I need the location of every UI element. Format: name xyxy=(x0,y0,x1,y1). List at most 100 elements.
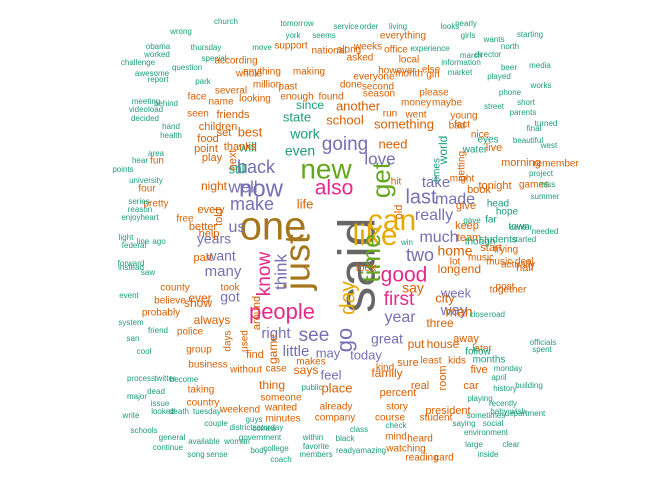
cloud-word: love xyxy=(364,149,395,168)
cloud-word: support xyxy=(274,41,308,52)
cloud-word: help xyxy=(199,228,220,240)
cloud-word: social xyxy=(483,419,504,428)
cloud-word: head xyxy=(487,199,509,210)
cloud-word: least xyxy=(420,356,441,367)
cloud-word: tomorrow xyxy=(280,19,314,28)
cloud-word: media xyxy=(529,61,551,70)
cloud-word: us xyxy=(229,219,246,236)
cloud-word: made xyxy=(435,191,475,208)
cloud-word: local xyxy=(399,55,420,66)
cloud-word: pretty xyxy=(143,199,168,210)
cloud-word: school xyxy=(326,112,364,127)
cloud-word: company xyxy=(315,413,356,424)
cloud-word: time xyxy=(356,233,386,282)
cloud-word: large xyxy=(465,440,483,449)
cloud-word: every xyxy=(198,204,225,216)
cloud-word: life xyxy=(297,196,314,211)
cloud-word: eyes xyxy=(477,135,498,146)
cloud-word: also xyxy=(315,177,354,200)
cloud-word: tonight xyxy=(478,180,511,192)
cloud-word: really xyxy=(415,207,453,224)
cloud-word: new xyxy=(300,153,352,184)
cloud-word: man xyxy=(445,304,472,320)
cloud-word: light xyxy=(119,233,134,242)
cloud-word: however xyxy=(378,66,416,77)
cloud-word: young xyxy=(450,111,477,122)
cloud-word: took xyxy=(221,283,241,294)
cloud-word: show xyxy=(184,296,212,310)
cloud-word: within xyxy=(302,433,323,442)
cloud-word: one xyxy=(240,205,307,249)
cloud-word: better xyxy=(189,221,217,233)
cloud-word: used xyxy=(240,330,251,352)
cloud-word: looking xyxy=(239,94,271,105)
cloud-word: looks xyxy=(441,22,460,31)
cloud-word: five xyxy=(470,364,487,376)
cloud-word: money xyxy=(401,98,431,109)
cloud-word: making xyxy=(293,67,325,78)
cloud-word: wish xyxy=(509,407,526,416)
cloud-word: getting xyxy=(457,151,468,181)
cloud-word: york xyxy=(285,31,301,40)
cloud-word: live xyxy=(486,142,503,154)
cloud-word: room xyxy=(437,365,449,390)
cloud-word: write xyxy=(122,411,140,420)
cloud-word: free xyxy=(176,214,194,225)
cloud-word: bad xyxy=(449,121,466,132)
cloud-word: back xyxy=(237,157,276,177)
cloud-word: away xyxy=(453,333,479,345)
cloud-word: two xyxy=(406,245,434,265)
cloud-word: san xyxy=(127,334,140,343)
cloud-word: feel xyxy=(321,367,342,382)
cloud-word: long xyxy=(438,262,461,276)
cloud-word: city xyxy=(435,290,455,305)
cloud-word: since xyxy=(296,98,324,112)
cloud-word: world xyxy=(436,136,450,166)
cloud-word: friends xyxy=(216,109,250,121)
cloud-word: around xyxy=(251,296,263,330)
cloud-word: weeks xyxy=(353,42,382,53)
cloud-word: obama xyxy=(146,42,171,51)
cloud-word: forward xyxy=(118,259,145,268)
cloud-word: starting xyxy=(517,30,543,39)
cloud-word: half xyxy=(516,262,535,274)
cloud-word: spent xyxy=(532,345,552,354)
cloud-word: real xyxy=(411,380,429,392)
cloud-word: someone xyxy=(260,393,302,404)
cloud-word: start xyxy=(480,242,501,254)
cloud-word: told xyxy=(213,208,225,226)
cloud-word: short xyxy=(517,98,536,107)
cloud-word: just xyxy=(277,234,318,291)
cloud-word: environment xyxy=(464,428,509,437)
cloud-word: face xyxy=(188,92,207,103)
cloud-word: food xyxy=(197,133,218,145)
cloud-word: baby xyxy=(490,407,507,416)
cloud-word: year xyxy=(384,309,416,326)
cloud-word: much xyxy=(419,229,458,246)
cloud-word: report xyxy=(148,75,170,84)
cloud-word: death xyxy=(169,407,189,416)
cloud-word: story xyxy=(386,402,408,413)
cloud-word: music deal xyxy=(486,257,534,268)
cloud-word: name xyxy=(208,97,233,108)
cloud-word: follow xyxy=(465,347,491,358)
cloud-word: twitter xyxy=(154,374,176,383)
cloud-word: history xyxy=(493,384,517,393)
cloud-word: reading xyxy=(405,453,438,464)
cloud-word: nearly xyxy=(455,19,477,28)
cloud-word: book xyxy=(467,184,491,196)
cloud-word: times xyxy=(432,158,443,182)
cloud-word: well xyxy=(227,177,257,196)
cloud-word: can xyxy=(368,204,416,237)
cloud-word: post xyxy=(496,282,515,293)
cloud-word: morning xyxy=(501,157,541,169)
cloud-word: church xyxy=(214,17,238,26)
cloud-word: challenge xyxy=(121,58,156,67)
cloud-word: university xyxy=(129,176,163,185)
cloud-word: going xyxy=(322,134,369,155)
cloud-word: ready xyxy=(336,446,356,455)
cloud-word: monday xyxy=(494,364,522,373)
cloud-word: need xyxy=(379,136,408,151)
cloud-word: reason xyxy=(128,205,152,214)
cloud-word: million xyxy=(253,80,281,91)
